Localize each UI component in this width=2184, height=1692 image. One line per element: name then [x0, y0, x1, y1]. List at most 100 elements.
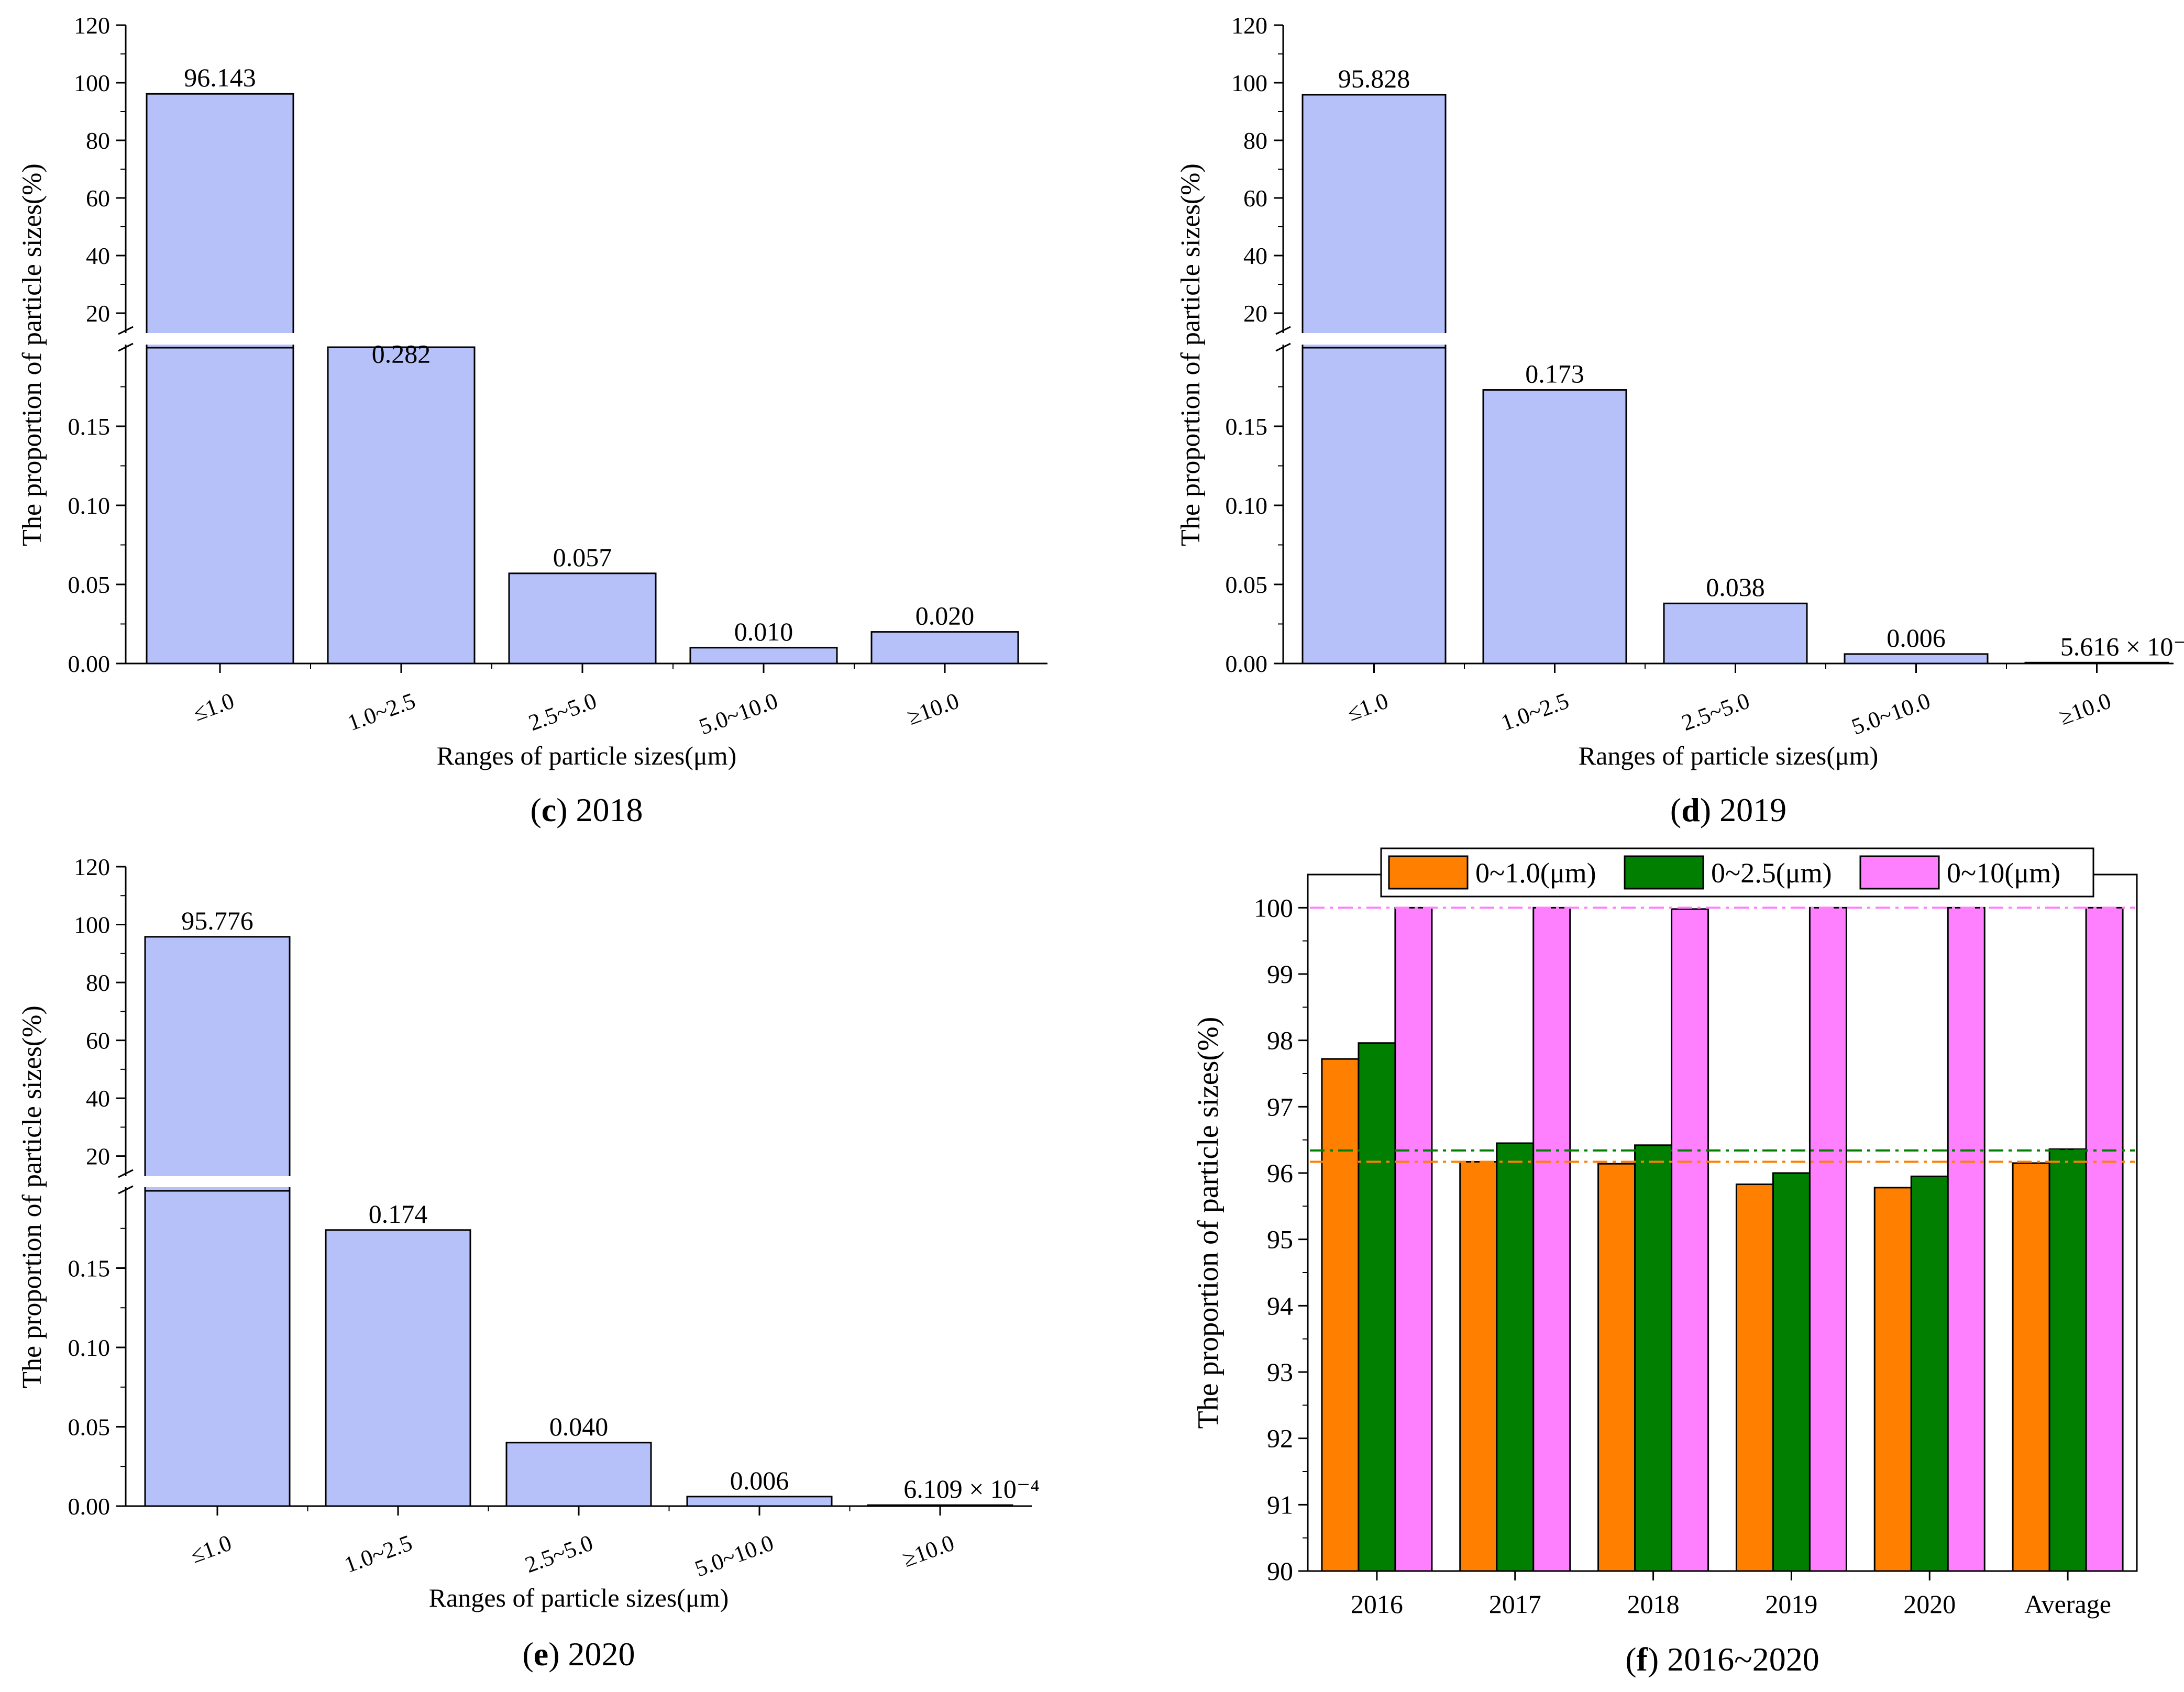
panel-caption: (c) 2018 [530, 791, 643, 828]
bar-0~1.0(μm) [1597, 1163, 1636, 1572]
axis-break-gap [105, 333, 1047, 345]
y-tick-label: 0.15 [68, 1255, 111, 1282]
bar-0~2.5(μm) [1910, 1175, 1949, 1572]
x-axis-label: Ranges of particle sizes(μm) [1579, 741, 1878, 770]
x-tick-label: 1.0~2.5 [344, 688, 419, 736]
data-label: 0.057 [553, 543, 612, 572]
x-tick-label: Average [2024, 1589, 2111, 1619]
data-label: 96.143 [184, 63, 256, 92]
y-tick-label: 0.10 [68, 1334, 111, 1361]
bar [686, 1496, 833, 1507]
x-tick-label: 5.0~10.0 [1848, 688, 1934, 739]
data-label: 0.040 [549, 1412, 609, 1441]
bar [325, 1229, 471, 1507]
y-tick-label: 120 [1231, 12, 1267, 39]
bar [870, 631, 1019, 665]
x-tick-label: 5.0~10.0 [691, 1530, 777, 1582]
y-axis-label: The proportion of particle sizes(%) [1176, 163, 1206, 546]
data-label: 0.006 [730, 1466, 789, 1495]
bar-0~10(μm) [1808, 906, 1847, 1572]
y-tick-label: 93 [1267, 1357, 1293, 1387]
x-tick-label: 2.5~5.0 [1678, 688, 1753, 736]
bar-0~2.5(μm) [1772, 1172, 1811, 1572]
bar [146, 346, 294, 665]
y-tick-label: 100 [74, 70, 110, 96]
bar [1844, 653, 1989, 665]
data-label: 0.020 [915, 601, 975, 631]
y-tick-label: 100 [74, 912, 110, 938]
data-label: 0.174 [369, 1199, 428, 1229]
y-tick-label: 97 [1267, 1092, 1293, 1121]
legend-label: 0~1.0(μm) [1475, 857, 1596, 889]
y-tick-label: 0.15 [68, 413, 111, 440]
bar-0~2.5(μm) [1634, 1144, 1673, 1572]
y-tick-label: 0.15 [1226, 413, 1268, 440]
y-tick-label: 40 [86, 242, 110, 269]
y-tick-label: 91 [1267, 1490, 1293, 1519]
bar [1482, 389, 1627, 665]
x-tick-label: ≤1.0 [187, 1530, 235, 1568]
y-tick-label: 60 [86, 1027, 110, 1054]
y-tick-label: 92 [1267, 1424, 1293, 1453]
y-tick-label: 0.05 [68, 571, 111, 598]
x-axis-label: Ranges of particle sizes(μm) [437, 741, 736, 770]
x-tick-label: ≥10.0 [904, 688, 963, 730]
y-tick-label: 120 [74, 854, 110, 880]
y-tick-label: 95 [1267, 1225, 1293, 1254]
data-label: 95.776 [181, 906, 253, 935]
y-tick-label: 80 [86, 969, 110, 996]
y-axis-label: The proportion of particle sizes(%) [17, 1005, 47, 1388]
y-tick-label: 90 [1267, 1556, 1293, 1586]
bar-0~10(μm) [2085, 906, 2124, 1572]
bar [146, 93, 294, 349]
bar-0~1.0(μm) [2012, 1162, 2050, 1572]
y-tick-label: 20 [86, 1143, 110, 1170]
y-tick-label: 0.10 [1226, 492, 1268, 519]
y-tick-label: 20 [1243, 300, 1267, 327]
legend-swatch [1859, 855, 1940, 890]
x-tick-label: 2.5~5.0 [522, 1530, 597, 1578]
panel-d: 95.828 0.173 0.038 0.006 5.616 × 10⁻⁴ 0.00 0.0… [1176, 12, 2184, 828]
y-axis-label: The proportion of particle sizes(%) [17, 163, 47, 546]
bar [1663, 602, 1808, 665]
y-tick-label: 96 [1267, 1158, 1293, 1188]
y-tick-label: 40 [1243, 242, 1267, 269]
x-tick-label: ≥10.0 [2056, 688, 2114, 730]
y-tick-label: 40 [86, 1085, 110, 1112]
y-tick-label: 80 [86, 127, 110, 154]
panel-e: 95.776 0.174 0.040 0.006 6.109 × 10⁻⁴ 0.00 0.0… [17, 854, 1040, 1673]
bar-0~10(μm) [1947, 906, 1986, 1572]
bar [327, 346, 476, 665]
data-label: 0.173 [1525, 359, 1584, 389]
axis-break-gap [1262, 333, 2174, 345]
bar-0~1.0(μm) [1321, 1058, 1360, 1572]
y-tick-label: 120 [74, 12, 110, 39]
data-label: 0.010 [734, 617, 793, 646]
y-tick-label: 0.05 [1226, 571, 1268, 598]
bar [1301, 346, 1447, 665]
y-tick-label: 60 [86, 185, 110, 212]
bar [144, 936, 291, 1192]
bar-0~1.0(μm) [1735, 1184, 1774, 1572]
panel-c: 96.1430.2820.0570.0100.0200.000.050.100.… [17, 12, 1047, 828]
legend-label: 0~10(μm) [1947, 857, 2060, 889]
x-tick-label: ≤1.0 [190, 688, 237, 726]
y-tick-label: 80 [1243, 127, 1267, 154]
panel-caption: (d) 2019 [1670, 791, 1786, 828]
bar-0~10(μm) [1671, 908, 1709, 1572]
x-tick-label: 2016 [1351, 1589, 1403, 1619]
bar [1301, 94, 1447, 349]
x-tick-label: 2020 [1903, 1589, 1956, 1619]
y-tick-label: 99 [1267, 959, 1293, 989]
legend-swatch [1624, 855, 1704, 890]
bar-0~1.0(μm) [1873, 1187, 1912, 1572]
y-tick-label: 0.00 [1226, 650, 1268, 677]
y-tick-label: 0.05 [68, 1414, 111, 1441]
x-tick-label: 5.0~10.0 [696, 688, 781, 739]
x-axis-label: Ranges of particle sizes(μm) [429, 1583, 729, 1612]
bar [505, 1442, 652, 1507]
y-tick-label: 20 [86, 300, 110, 327]
bar [689, 647, 838, 665]
y-tick-label: 0.00 [68, 1493, 111, 1520]
